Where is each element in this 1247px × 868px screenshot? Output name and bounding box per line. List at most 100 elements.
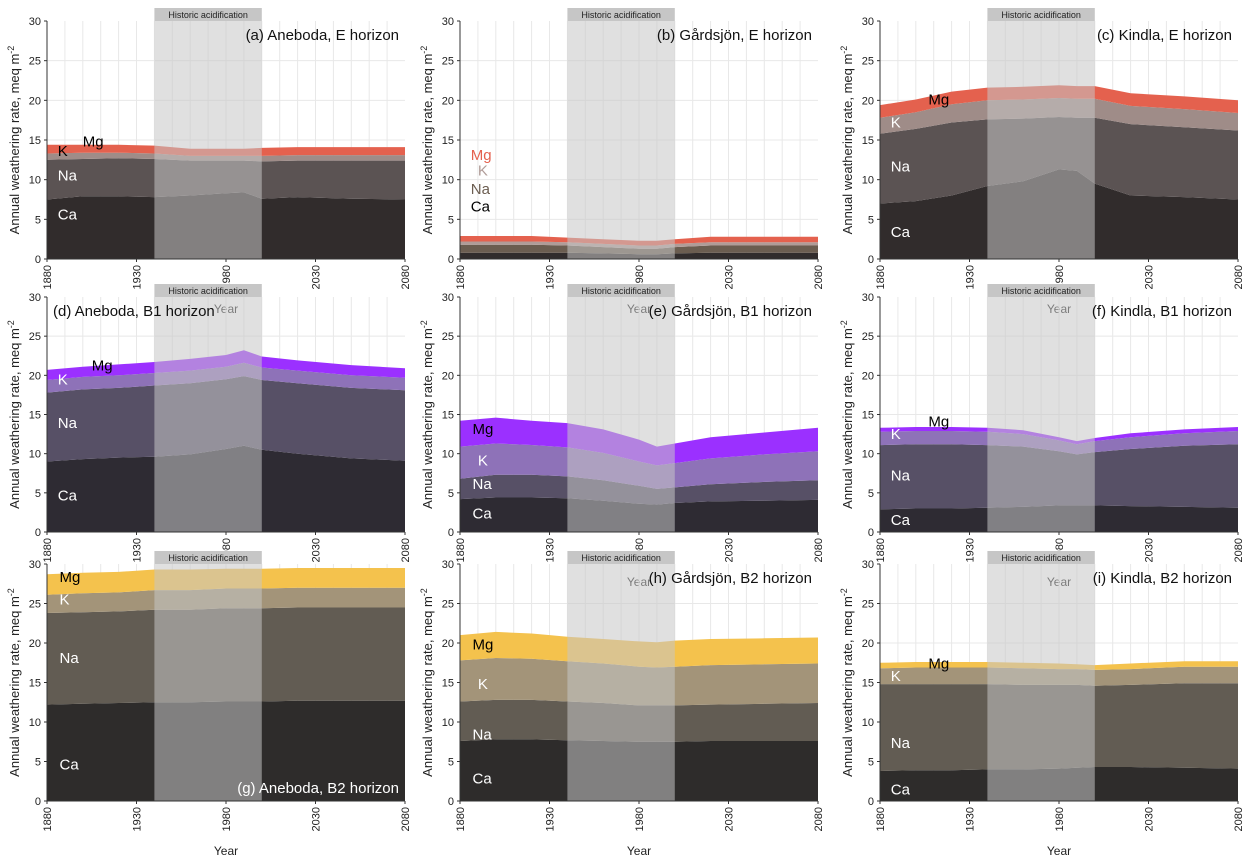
y-axis-label-main: Annual weathering rate, meq m [7, 54, 22, 235]
y-tick-label: 20 [862, 95, 874, 107]
series-label-na: Na [473, 726, 493, 743]
x-tick-label: 2030 [311, 807, 323, 831]
y-axis-label: Annual weathering rate, meq m-2 [419, 46, 435, 235]
y-tick-label: 20 [442, 370, 454, 382]
y-tick-label: 25 [862, 56, 874, 68]
x-tick-label: 1880 [42, 538, 54, 562]
y-tick-label: 5 [868, 488, 874, 500]
x-axis-label: Year [1047, 844, 1071, 858]
y-axis-label-superscript: -2 [839, 46, 849, 54]
shaded-region [987, 297, 1095, 532]
panel-title: (a) Aneboda, E horizon [246, 27, 399, 44]
y-tick-label: 0 [868, 254, 874, 266]
shaded-region-label: Historic acidification [168, 553, 248, 563]
series-label-na: Na [891, 735, 911, 752]
y-tick-label: 10 [29, 175, 41, 187]
x-tick-label: 2080 [400, 265, 412, 289]
series-label-mg: Mg [473, 421, 494, 438]
panel-title: (b) Gårdsjön, E horizon [657, 27, 812, 44]
y-tick-label: 0 [868, 527, 874, 539]
panel-title: (c) Kindla, E horizon [1097, 27, 1232, 44]
series-label-ca: Ca [473, 771, 493, 788]
x-tick-label: 2080 [813, 807, 825, 831]
y-tick-label: 15 [862, 410, 874, 422]
panel-title: (i) Kindla, B2 horizon [1093, 570, 1232, 587]
y-axis-label: Annual weathering rate, meq m-2 [419, 320, 435, 509]
x-axis-label: Year [214, 844, 238, 858]
series-label-ca: Ca [60, 756, 80, 773]
shaded-region-label: Historic acidification [581, 553, 661, 563]
y-tick-label: 15 [442, 135, 454, 147]
series-label-ca: Ca [58, 206, 78, 223]
y-tick-label: 0 [868, 796, 874, 808]
shaded-region-label-box [154, 8, 262, 21]
y-axis-label-superscript: -2 [6, 588, 16, 596]
y-axis-label-superscript: -2 [419, 46, 429, 54]
x-tick-label: 1980 [221, 265, 233, 289]
x-tick-label: 1980 [1054, 807, 1066, 831]
y-tick-label: 25 [862, 599, 874, 611]
x-tick-label: 1930 [132, 538, 144, 562]
shaded-region [987, 564, 1095, 801]
y-tick-label: 0 [448, 527, 454, 539]
shaded-region-label-box [567, 284, 675, 297]
area-series-mg [460, 236, 818, 246]
y-tick-label: 5 [35, 757, 41, 769]
y-tick-label: 20 [862, 638, 874, 650]
x-tick-label: 2080 [1233, 807, 1245, 831]
x-tick-label: 2030 [724, 807, 736, 831]
y-tick-label: 0 [35, 796, 41, 808]
shaded-region [154, 297, 262, 532]
x-tick-label: 2030 [724, 538, 736, 562]
y-tick-label: 5 [868, 214, 874, 226]
shaded-region-label: Historic acidification [1001, 10, 1081, 20]
shaded-region-label-box [154, 551, 262, 564]
y-tick-label: 30 [29, 292, 41, 304]
y-tick-label: 20 [442, 95, 454, 107]
x-tick-label: 1880 [42, 807, 54, 831]
series-label-k: K [891, 668, 901, 685]
x-tick-label: 2080 [813, 265, 825, 289]
shaded-region-label: Historic acidification [168, 286, 248, 296]
series-label-mg: Mg [60, 569, 81, 586]
y-tick-label: 25 [29, 599, 41, 611]
series-label-k: K [58, 143, 68, 160]
shaded-region-label: Historic acidification [581, 286, 661, 296]
y-axis-label-main: Annual weathering rate, meq m [420, 596, 435, 777]
y-tick-label: 20 [29, 638, 41, 650]
x-tick-label: 2030 [1144, 265, 1156, 289]
series-label-k: K [891, 114, 901, 131]
x-tick-label: 1930 [545, 538, 557, 562]
x-tick-label: 1880 [42, 265, 54, 289]
series-label-k: K [58, 372, 68, 389]
y-tick-label: 25 [29, 56, 41, 68]
shaded-region-label: Historic acidification [1001, 286, 1081, 296]
y-axis-label: Annual weathering rate, meq m-2 [839, 46, 855, 235]
y-axis-label-main: Annual weathering rate, meq m [420, 54, 435, 235]
y-axis-label-main: Annual weathering rate, meq m [7, 596, 22, 777]
y-tick-label: 30 [862, 292, 874, 304]
y-tick-label: 5 [448, 757, 454, 769]
x-tick-label: 2030 [724, 265, 736, 289]
series-label-k: K [478, 676, 488, 693]
y-axis-label: Annual weathering rate, meq m-2 [839, 588, 855, 777]
y-tick-label: 20 [29, 95, 41, 107]
shaded-region-label-box [567, 8, 675, 21]
y-axis-label: Annual weathering rate, meq m-2 [839, 320, 855, 509]
shaded-region [154, 564, 262, 801]
x-tick-label: 2030 [311, 538, 323, 562]
y-axis-label: Annual weathering rate, meq m-2 [419, 588, 435, 777]
x-tick-label: 1930 [132, 265, 144, 289]
series-label-na: Na [891, 159, 911, 176]
y-axis-label-superscript: -2 [419, 588, 429, 596]
shaded-region-label-box [987, 551, 1095, 564]
series-label-mg: Mg [928, 91, 949, 108]
x-tick-label: 1930 [545, 265, 557, 289]
y-tick-label: 0 [35, 254, 41, 266]
y-axis-label-main: Annual weathering rate, meq m [7, 328, 22, 509]
y-axis-label-main: Annual weathering rate, meq m [840, 54, 855, 235]
x-axis-label: Year [627, 844, 651, 858]
